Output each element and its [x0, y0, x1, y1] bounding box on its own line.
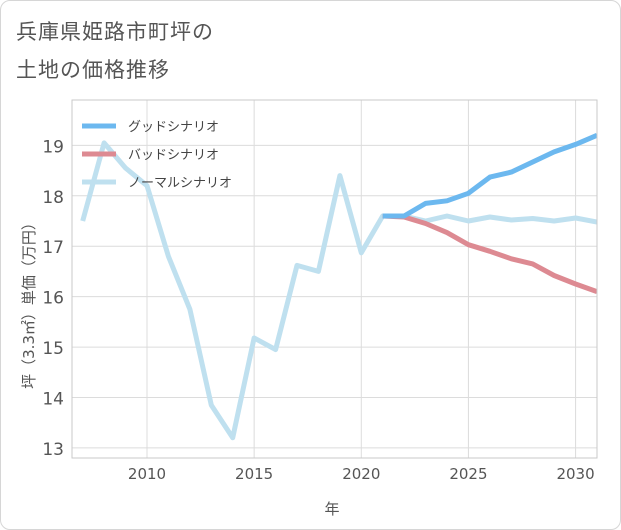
tick-labels: 13 14 15 16 17 18 19 2010 2015 2020 2025 2030 — [42, 137, 594, 483]
y-tick-label: 19 — [42, 137, 64, 157]
y-axis-label: 坪（3.3㎡）単価（万円） — [20, 215, 38, 389]
series-line-good — [382, 132, 597, 219]
series-line-normal — [80, 140, 597, 441]
y-tick-label: 15 — [42, 339, 64, 359]
y-tick-label: 13 — [42, 440, 64, 460]
x-tick-label: 2015 — [235, 465, 273, 483]
y-tick-label: 14 — [42, 389, 64, 409]
legend-label-good: グッドシナリオ — [128, 120, 219, 135]
x-tick-label: 2025 — [449, 465, 487, 483]
x-axis-label: 年 — [324, 500, 339, 518]
legend-label-normal: ノーマルシナリオ — [128, 176, 232, 191]
series-line-bad — [382, 213, 597, 294]
x-tick-label: 2010 — [128, 465, 166, 483]
x-tick-label: 2020 — [342, 465, 380, 483]
grid — [72, 100, 597, 458]
legend-label-bad: バッドシナリオ — [128, 148, 219, 163]
y-tick-label: 18 — [42, 188, 64, 208]
y-tick-label: 17 — [42, 238, 64, 258]
series-lines — [80, 132, 597, 441]
x-tick-label: 2030 — [556, 465, 594, 483]
chart-title-line-1: 兵庫県姫路市町坪の — [16, 20, 214, 44]
chart-title-line-2: 土地の価格推移 — [16, 58, 170, 82]
y-tick-label: 16 — [42, 289, 64, 309]
plot-frame — [71, 99, 598, 459]
